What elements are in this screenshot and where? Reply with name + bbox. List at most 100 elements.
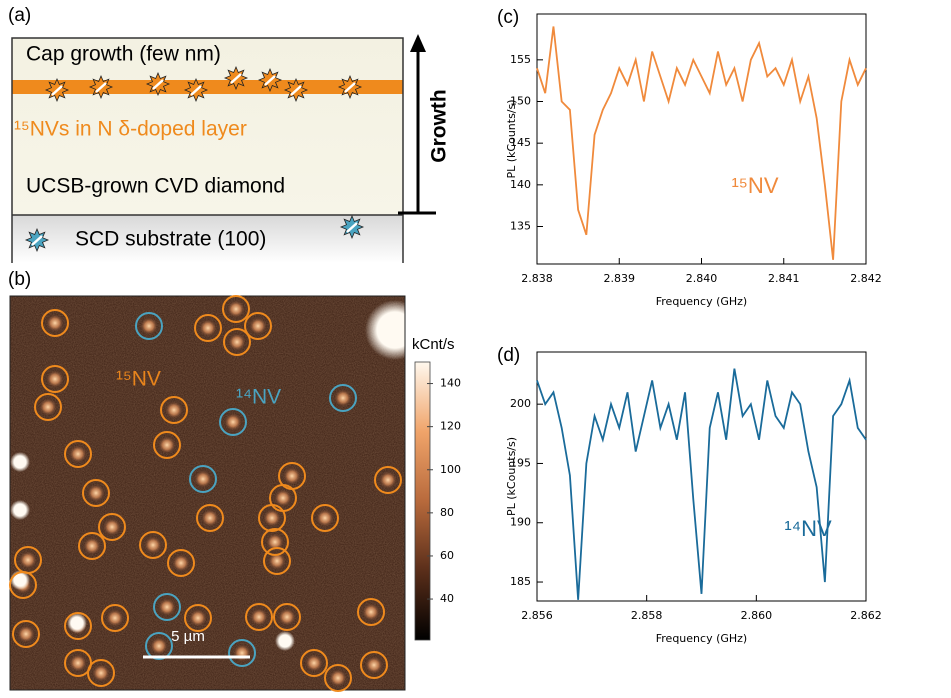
pl-spot (144, 536, 162, 554)
nv15-circle (324, 664, 352, 692)
nv15-circle (78, 532, 106, 560)
nv15-circle (98, 513, 126, 541)
pl-spot (17, 625, 35, 643)
diamond-label: UCSB-grown CVD diamond (26, 175, 285, 198)
nv14-circle (228, 639, 256, 667)
nv15-circle (311, 504, 339, 532)
nv15-circle (194, 314, 222, 342)
pl-spot (69, 654, 87, 672)
pl-spot (194, 470, 212, 488)
y-tick-label: 195 (510, 456, 531, 469)
nv-icons (24, 65, 365, 253)
pl-line (536, 26, 867, 260)
pl-spot (165, 401, 183, 419)
pl-spot (46, 314, 64, 332)
nv15-circle (64, 612, 92, 640)
colorbar (414, 361, 431, 641)
pl-spot (19, 551, 37, 569)
nv14-circle (219, 408, 247, 436)
nv15-circle (258, 504, 286, 532)
panel-label: (a) (8, 5, 31, 26)
pl-spot (305, 654, 323, 672)
pl-spot (274, 489, 292, 507)
y-axis-label: PL (kCounts/s) (505, 437, 518, 516)
annotation: ¹⁴NV (784, 516, 832, 541)
y-tick-label: 150 (510, 95, 531, 108)
nv15-circle (64, 649, 92, 677)
pl-spot (362, 603, 380, 621)
nv15-circle (196, 504, 224, 532)
pl-spot (92, 664, 110, 682)
pl-spot (140, 317, 158, 335)
pl-spot (103, 518, 121, 536)
nv15-circle (34, 393, 62, 421)
pl-spot (249, 317, 267, 335)
layer-label: ¹⁵NVs in N δ-doped layer (14, 118, 247, 141)
nv-arrow (152, 79, 164, 90)
x-tick-label: 2.862 (850, 609, 882, 622)
pl-spot (87, 484, 105, 502)
pl-spot (250, 608, 268, 626)
nv14-circle (135, 312, 163, 340)
growth-arrowhead (410, 34, 426, 52)
pl-line (536, 368, 867, 600)
y-tick-label: 190 (510, 516, 531, 529)
pl-spot (201, 509, 219, 527)
pl-spot (266, 533, 284, 551)
nv15-circle (184, 604, 212, 632)
nv15-circle (41, 309, 69, 337)
nv15-circle (222, 295, 250, 323)
pl-spot (268, 552, 286, 570)
nv15-circle (139, 531, 167, 559)
nv15-circle (261, 528, 289, 556)
x-tick-label: 2.842 (850, 272, 882, 285)
pl-spot (228, 333, 246, 351)
pl-spot (278, 608, 296, 626)
nv15-circle (374, 466, 402, 494)
pl-spot (158, 436, 176, 454)
nv-arrow (31, 235, 43, 246)
pl-spot (283, 467, 301, 485)
pl-spot (158, 598, 176, 616)
pl-spot (46, 370, 64, 388)
pl-spot (69, 445, 87, 463)
nv15-label: ¹⁵NV (116, 368, 161, 391)
pl-spot (224, 413, 242, 431)
pl-spot (172, 554, 190, 572)
pl-image (10, 296, 405, 690)
plot-frame (536, 351, 867, 602)
y-tick-label: 145 (510, 136, 531, 149)
nv-arrow (51, 85, 63, 96)
y-tick-label: 135 (510, 220, 531, 233)
nv15-circle (160, 396, 188, 424)
nv15-circle (357, 598, 385, 626)
pl-spot (334, 389, 352, 407)
nv15-circle (12, 620, 40, 648)
nv-arrow (230, 73, 242, 84)
pl-spot (227, 300, 245, 318)
pl-spot (199, 319, 217, 337)
pl-spot (233, 644, 251, 662)
colorbar-tick-label: 100 (440, 463, 461, 476)
y-tick-label: 140 (510, 178, 531, 191)
pl-spot (329, 669, 347, 687)
pl-spot (10, 452, 30, 472)
pl-spot (263, 509, 281, 527)
x-tick-label: 2.839 (604, 272, 636, 285)
cap-label: Cap growth (few nm) (26, 43, 221, 66)
panel-label: (b) (8, 269, 31, 290)
nv15-circle (245, 603, 273, 631)
nv15-circle (41, 365, 69, 393)
panel-label: (c) (497, 7, 519, 28)
y-axis-label: PL (kCounts/s) (505, 99, 518, 178)
nv15-circle (64, 440, 92, 468)
x-axis-label: Frequency (GHz) (656, 632, 747, 645)
y-tick-label: 155 (510, 53, 531, 66)
nv15-circle (273, 603, 301, 631)
pl-spot (67, 613, 87, 633)
x-tick-label: 2.841 (768, 272, 800, 285)
colorbar-tick-label: 80 (440, 506, 454, 519)
nv14-circle (329, 384, 357, 412)
scale-label: 5 µm (171, 628, 205, 645)
